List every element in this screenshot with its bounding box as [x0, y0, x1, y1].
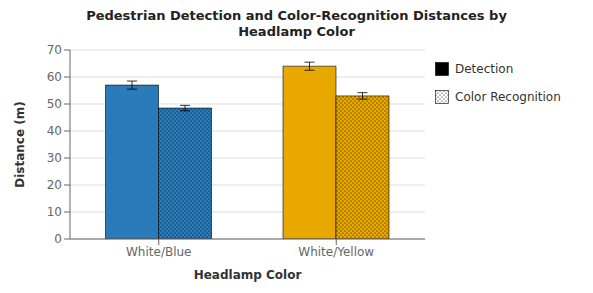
svg-text:Headlamp Color: Headlamp Color: [194, 268, 302, 282]
html-text:Headlamp Color: Headlamp Color: [238, 24, 355, 39]
svg-text:30: 30: [47, 151, 62, 165]
svg-text:Distance (m): Distance (m): [13, 101, 27, 188]
svg-text:50: 50: [47, 97, 62, 111]
svg-text:70: 70: [47, 43, 62, 57]
svg-text:10: 10: [47, 205, 62, 219]
svg-text:White/Yellow: White/Yellow: [298, 245, 374, 259]
svg-text:White/Blue: White/Blue: [126, 245, 192, 259]
svg-text:0: 0: [54, 232, 62, 246]
html-text:Pedestrian Detection and Color: Pedestrian Detection and Color-Recogniti…: [86, 8, 507, 23]
html-text:Detection: Detection: [455, 62, 514, 76]
svg-text:20: 20: [47, 178, 62, 192]
html-text:Color Recognition: Color Recognition: [455, 90, 561, 104]
svg-text:60: 60: [47, 70, 62, 84]
svg-text:40: 40: [47, 124, 62, 138]
